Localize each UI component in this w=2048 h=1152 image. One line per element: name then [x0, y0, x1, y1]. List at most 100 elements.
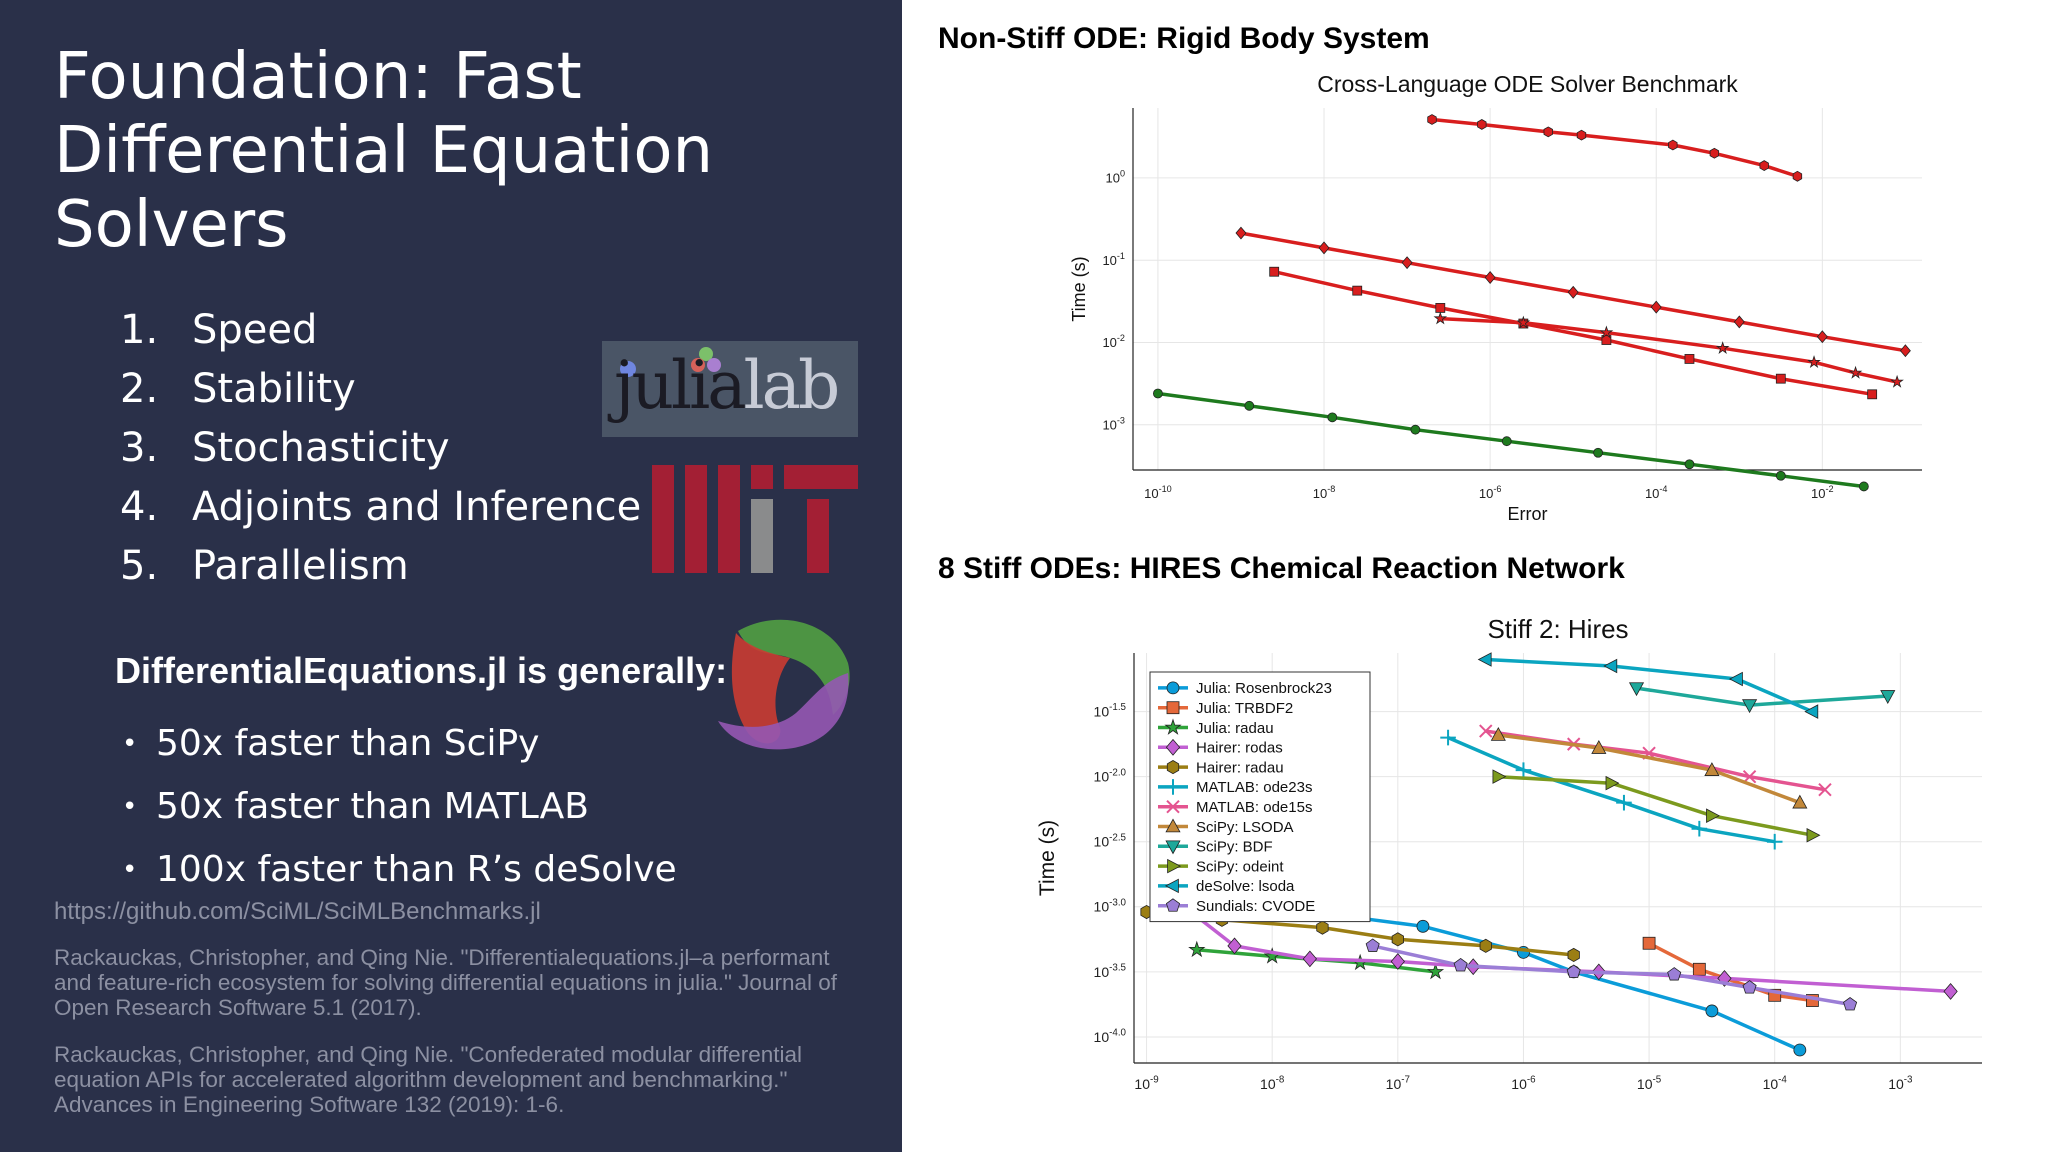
list-item: 4. Adjoints and Inference — [120, 483, 642, 530]
legend-label: MATLAB: ode15s — [1196, 799, 1312, 816]
data-point — [1880, 690, 1896, 704]
legend-item: deSolve: lsoda — [1158, 878, 1295, 895]
series-desolve-lsoda — [1427, 114, 1803, 182]
series-line — [1273, 269, 1873, 397]
chart2-heading: 8 Stiff ODEs: HIRES Chemical Reaction Ne… — [938, 552, 1625, 585]
series-line — [1498, 774, 1813, 837]
data-point — [1943, 982, 1958, 1000]
list-item: 3. Stochasticity — [120, 424, 450, 471]
series-matlab-ode23s — [1440, 729, 1783, 850]
data-point — [1316, 920, 1329, 935]
series-line — [1372, 944, 1851, 1007]
data-point — [1709, 147, 1720, 159]
x-tick-label: 10-9 — [1134, 1075, 1158, 1092]
data-point — [1352, 285, 1363, 296]
y-tick-label: 10-3.0 — [1094, 897, 1127, 914]
data-point — [1492, 769, 1507, 784]
reference-1: Rackauckas, Christopher, and Qing Nie. "… — [54, 945, 837, 1020]
y-tick-label: 10-2.5 — [1094, 832, 1127, 849]
y-axis-label: Time (s) — [1036, 820, 1059, 896]
list-item: • 100x faster than R’s deSolve — [122, 849, 677, 890]
data-point — [1435, 303, 1446, 313]
data-point — [1704, 762, 1720, 776]
data-point — [1188, 940, 1206, 958]
legend-item: Hairer: radau — [1158, 759, 1284, 776]
series-sundials-cvode — [1433, 311, 1904, 388]
data-point — [1806, 827, 1821, 843]
data-point — [1426, 962, 1445, 980]
chart-title: Cross-Language ODE Solver Benchmark — [1317, 71, 1738, 97]
data-point — [1867, 389, 1878, 400]
legend-label: SciPy: odeint — [1196, 858, 1284, 875]
data-point — [1484, 271, 1496, 284]
data-point — [1391, 932, 1404, 947]
x-tick-label: 10-6 — [1511, 1075, 1536, 1092]
data-point — [1567, 947, 1580, 963]
data-point — [1401, 256, 1413, 270]
data-point — [1576, 129, 1587, 141]
data-point — [1591, 739, 1607, 754]
series-line — [1440, 316, 1898, 384]
data-point — [1365, 938, 1380, 952]
data-point — [1416, 919, 1430, 933]
data-point — [1848, 365, 1863, 379]
data-point — [1302, 950, 1318, 968]
legend-marker — [1165, 898, 1181, 912]
data-point — [1593, 447, 1603, 458]
data-point — [1684, 354, 1695, 364]
y-tick-label: 10-2 — [1102, 333, 1125, 350]
bullet-list: • 50x faster than SciPy • 50x faster than … — [122, 712, 677, 901]
series-line — [1498, 733, 1801, 805]
series-differentialequations-jl-vern7 — [1153, 388, 1869, 492]
data-point — [1599, 325, 1614, 339]
legend-marker — [1166, 760, 1180, 775]
y-tick-label: 10-2.0 — [1094, 767, 1127, 784]
data-point — [1759, 160, 1769, 172]
y-tick-label: 100 — [1105, 169, 1125, 186]
data-point — [1390, 953, 1405, 970]
legend-label: Julia: Rosenbrock23 — [1196, 680, 1332, 697]
left-panel: Foundation: Fast Differential Equation S… — [0, 0, 902, 1152]
list-item: 5. Parallelism — [120, 542, 409, 589]
legend-label: Julia: radau — [1196, 720, 1274, 737]
x-tick-label: 10-10 — [1144, 484, 1172, 501]
data-point — [1479, 724, 1493, 738]
chart-hires: Stiff 2: Hires 10-9 10-8 10-7 10-6 10-5 10-4 10… — [1036, 614, 1982, 1098]
data-point — [1807, 355, 1821, 368]
chart1-heading: Non-Stiff ODE: Rigid Body System — [938, 22, 1430, 55]
chart-title: Stiff 2: Hires — [1487, 614, 1628, 644]
data-point — [1490, 726, 1506, 741]
legend-label: Hairer: rodas — [1196, 740, 1283, 757]
benchmarks-link[interactable]: https://github.com/SciML/SciMLBenchmarks… — [54, 898, 541, 925]
data-point — [1728, 671, 1743, 687]
data-point — [1843, 997, 1858, 1011]
data-point — [1650, 300, 1662, 314]
data-point — [1433, 311, 1448, 325]
data-point — [1269, 266, 1280, 277]
legend-marker — [1166, 701, 1180, 715]
list-item: 2. Stability — [120, 365, 356, 412]
bullet-icon: • — [122, 728, 138, 759]
data-point — [1766, 833, 1783, 850]
data-point — [1318, 241, 1330, 255]
data-point — [1692, 962, 1706, 976]
legend-item: Hairer: rodas — [1158, 738, 1283, 757]
data-point — [1327, 412, 1338, 423]
legend-marker — [1167, 858, 1182, 874]
data-point — [1477, 119, 1487, 130]
bullet-icon: • — [122, 854, 138, 885]
y-tick-label: 10-3 — [1102, 415, 1125, 432]
diffeq-logo-icon — [718, 619, 850, 750]
data-point — [1742, 980, 1757, 994]
data-point — [1775, 373, 1786, 384]
data-point — [1605, 775, 1620, 791]
data-point — [1792, 794, 1808, 809]
series-scipy-bdf — [1628, 682, 1896, 714]
data-point — [1567, 285, 1579, 299]
julialab-logo: julialab — [602, 341, 858, 437]
data-point — [1227, 937, 1242, 955]
legend-label: Hairer: radau — [1196, 759, 1284, 776]
data-point — [1691, 820, 1708, 837]
legend-marker — [1165, 779, 1181, 795]
legend-label: deSolve: lsoda — [1196, 878, 1295, 895]
